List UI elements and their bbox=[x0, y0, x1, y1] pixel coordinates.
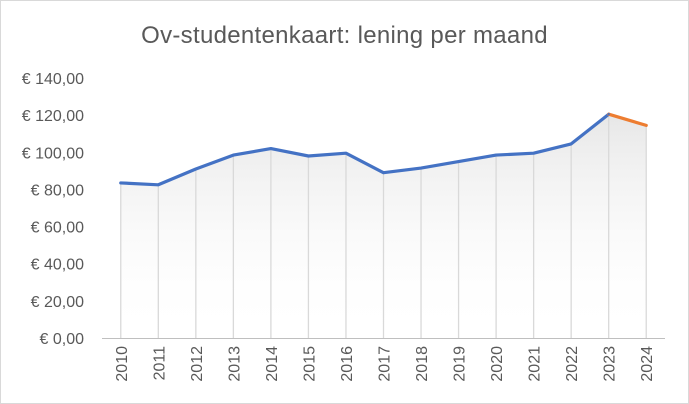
x-tick-label: 2017 bbox=[377, 346, 394, 382]
y-tick-label: € 0,00 bbox=[40, 331, 85, 348]
x-tick-label: 2013 bbox=[226, 346, 243, 382]
data-point bbox=[307, 154, 310, 158]
data-point bbox=[382, 171, 385, 174]
y-tick-label: € 80,00 bbox=[31, 182, 84, 199]
data-point bbox=[457, 160, 460, 163]
x-tick-label: 2020 bbox=[489, 346, 506, 382]
x-tick-label: 2023 bbox=[602, 346, 619, 382]
y-tick-label: € 60,00 bbox=[31, 220, 84, 237]
x-tick-label: 2011 bbox=[151, 346, 168, 381]
data-point bbox=[157, 183, 160, 186]
series-line bbox=[119, 112, 611, 187]
y-tick-label: € 20,00 bbox=[31, 294, 84, 311]
data-point bbox=[569, 142, 573, 146]
x-axis-tick-labels: 2010 2011 2012 2013 2014 2015 2016 2017 2018 2019… bbox=[114, 346, 656, 382]
data-point bbox=[645, 124, 648, 127]
x-tick-label: 2016 bbox=[339, 346, 356, 382]
data-point bbox=[532, 152, 535, 155]
y-tick-label: € 140,00 bbox=[22, 71, 84, 88]
data-point bbox=[419, 166, 423, 170]
y-axis-tick-labels: € 0,00 € 20,00 € 40,00 € 60,00 € 80,00 € 100,… bbox=[22, 71, 84, 348]
data-point bbox=[344, 152, 348, 155]
x-tick-label: 2021 bbox=[527, 346, 544, 382]
x-tick-label: 2022 bbox=[564, 346, 581, 382]
x-tick-label: 2024 bbox=[639, 346, 656, 382]
x-tick-label: 2010 bbox=[114, 346, 131, 382]
x-tick-label: 2019 bbox=[452, 346, 469, 382]
drop-lines bbox=[120, 114, 647, 338]
series-lines bbox=[119, 112, 648, 187]
x-tick-label: 2014 bbox=[264, 346, 281, 382]
data-point bbox=[119, 181, 122, 185]
data-point bbox=[494, 153, 498, 157]
y-tick-label: € 40,00 bbox=[31, 257, 84, 274]
data-point bbox=[269, 147, 273, 150]
chart-title: Ov-studentenkaart: lening per maand bbox=[141, 22, 548, 49]
x-tick-label: 2018 bbox=[414, 346, 431, 382]
data-point bbox=[607, 113, 610, 116]
y-tick-label: € 120,00 bbox=[22, 108, 84, 125]
data-point bbox=[194, 167, 198, 171]
x-tick-label: 2015 bbox=[301, 346, 318, 382]
series-last-segment bbox=[607, 112, 648, 127]
data-point bbox=[232, 153, 235, 157]
x-tick-label: 2012 bbox=[189, 346, 206, 382]
y-tick-label: € 100,00 bbox=[22, 145, 84, 162]
